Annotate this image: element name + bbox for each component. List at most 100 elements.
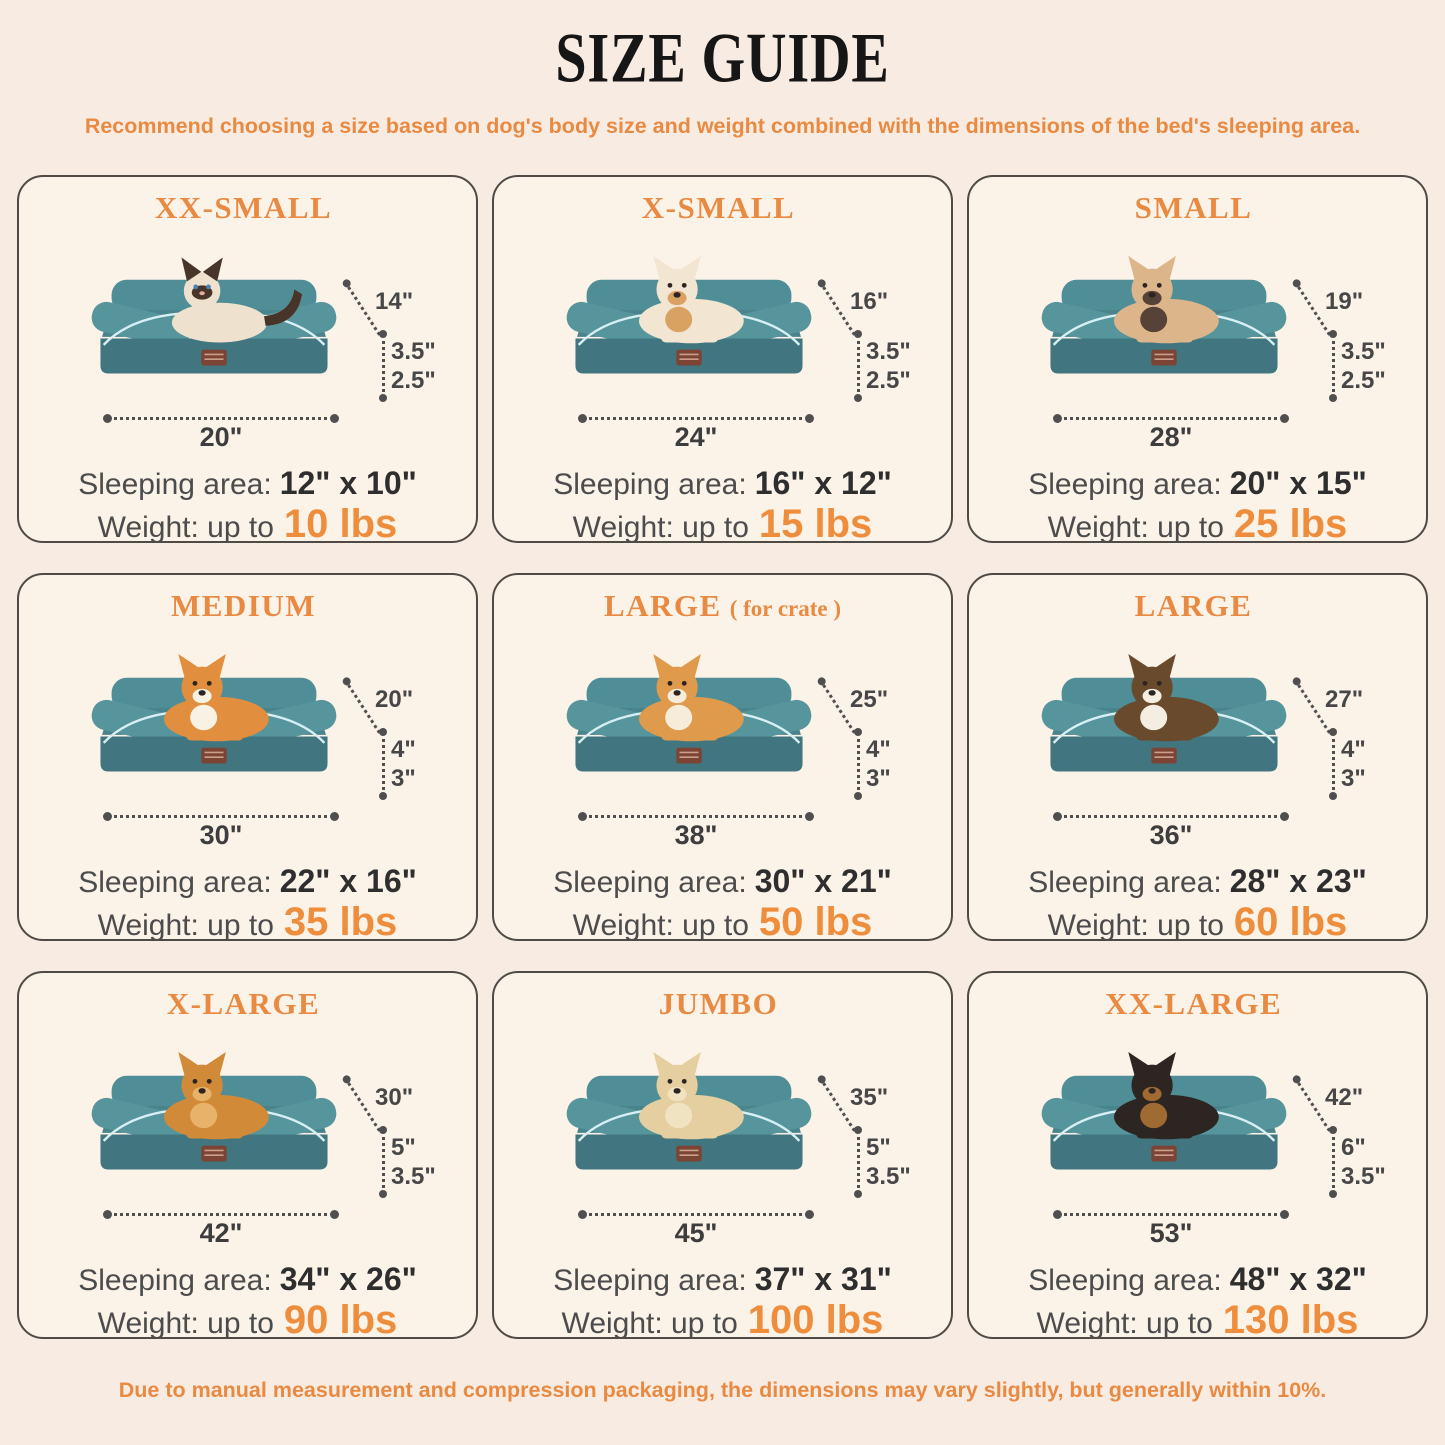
width-dim-line [1053,1210,1289,1219]
sleeping-area-value: 12" x 10" [279,465,417,501]
bolster-height-label: 6" [1341,1134,1366,1161]
thickness-dim-line [1329,330,1337,402]
width-dim-line [578,812,814,821]
bed-height-label: 19" [1325,288,1364,315]
sleeping-area-label: Sleeping area: [78,1264,272,1297]
weight-label: Weight: up to [561,1307,738,1339]
bed-width-label: 20" [199,422,243,452]
bolster-height-label: 3.5" [391,338,436,365]
weight-row: Weight: up to 60 lbs [969,900,1426,941]
bed-height-label: 35" [850,1084,889,1111]
bed-width-label: 30" [199,820,243,850]
base-height-label: 3" [1341,765,1366,792]
sleeping-area-value: 22" x 16" [279,863,417,899]
size-card-title: XX-SMALL [19,189,476,230]
thickness-dim-line [379,330,387,402]
sleeping-area-label: Sleeping area: [1028,866,1222,899]
size-label: JUMBO [658,986,779,1021]
dog-bed-image [1033,240,1295,391]
size-card-large-crate: LARGE ( for crate ) 25" 4" 3" 38" Sleepin… [492,573,953,941]
thickness-dim-line [854,728,862,800]
width-dim-line [103,414,339,423]
bed-width-label: 24" [674,422,718,452]
width-dim-line [1053,812,1289,821]
page-subtitle: Recommend choosing a size based on dog's… [84,114,1361,138]
bed-illustration: 27" 4" 3" 36" [969,628,1426,864]
weight-value: 100 lbs [747,1298,884,1339]
base-height-label: 3.5" [866,1163,911,1190]
size-card-small: SMALL 19" 3.5" 2.5" 28" Sleeping area: 20… [967,175,1428,543]
bed-width-label: 42" [199,1218,243,1248]
weight-row: Weight: up to 50 lbs [494,900,951,941]
sleeping-area-row: Sleeping area: 34" x 26" [19,1262,476,1298]
base-height-label: 2.5" [1341,367,1386,394]
size-card-x-large: X-LARGE 30" 5" 3.5" 42" Sleeping area: 34… [17,971,478,1339]
dog-bed-image [1033,1036,1295,1187]
thickness-dim-line [379,1126,387,1198]
sleeping-area-value: 48" x 32" [1229,1261,1367,1297]
bed-illustration: 25" 4" 3" 38" [494,628,951,864]
size-label: X-SMALL [641,190,796,225]
size-card-title: X-SMALL [494,189,951,230]
bolster-height-label: 5" [391,1134,416,1161]
weight-row: Weight: up to 10 lbs [19,502,476,543]
size-card-title: LARGE ( for crate ) [494,587,951,628]
sleeping-area-label: Sleeping area: [78,468,272,501]
bolster-height-label: 4" [1341,736,1366,763]
weight-row: Weight: up to 90 lbs [19,1298,476,1339]
sleeping-area-label: Sleeping area: [553,866,747,899]
base-height-label: 2.5" [866,367,911,394]
weight-row: Weight: up to 25 lbs [969,502,1426,543]
dog-bed-image [83,240,345,391]
size-card-title: LARGE [969,587,1426,628]
thickness-dim-line [1329,728,1337,800]
size-label: LARGE [1134,588,1253,623]
weight-value: 50 lbs [758,900,873,941]
bolster-height-label: 4" [391,736,416,763]
bed-illustration: 35" 5" 3.5" 45" [494,1026,951,1262]
base-height-label: 3" [866,765,891,792]
sleeping-area-row: Sleeping area: 37" x 31" [494,1262,951,1298]
width-dim-line [578,414,814,423]
weight-label: Weight: up to [572,909,749,941]
size-label: SMALL [1134,190,1253,225]
bed-illustration: 42" 6" 3.5" 53" [969,1026,1426,1262]
dog-bed-image [83,638,345,789]
sleeping-area-label: Sleeping area: [1028,1264,1222,1297]
size-note: ( for crate ) [729,596,842,621]
width-dim-line [578,1210,814,1219]
bolster-height-label: 4" [866,736,891,763]
bed-width-label: 45" [674,1218,718,1248]
weight-value: 130 lbs [1222,1298,1359,1339]
sleeping-area-row: Sleeping area: 16" x 12" [494,466,951,502]
weight-row: Weight: up to 35 lbs [19,900,476,939]
weight-value: 10 lbs [283,502,398,543]
weight-value: 90 lbs [283,1298,398,1339]
sleeping-area-value: 16" x 12" [754,465,892,501]
weight-row: Weight: up to 130 lbs [969,1298,1426,1339]
weight-value: 25 lbs [1233,502,1348,543]
bed-height-label: 14" [375,288,414,315]
base-height-label: 3" [391,765,416,792]
page-title: SIZE GUIDE [555,18,890,98]
size-card-xx-large: XX-LARGE 42" 6" 3.5" 53" Sleeping area: 4… [967,971,1428,1339]
bolster-height-label: 5" [866,1134,891,1161]
sleeping-area-row: Sleeping area: 30" x 21" [494,864,951,900]
bed-height-label: 25" [850,686,889,713]
sleeping-area-row: Sleeping area: 20" x 15" [969,466,1426,502]
size-card-large: LARGE 27" 4" 3" 36" Sleeping area: 28" x … [967,573,1428,941]
size-card-jumbo: JUMBO 35" 5" 3.5" 45" Sleeping area: 37" … [492,971,953,1339]
sleeping-area-label: Sleeping area: [553,468,747,501]
weight-label: Weight: up to [572,511,749,543]
sleeping-area-row: Sleeping area: 12" x 10" [19,466,476,502]
bed-height-label: 27" [1325,686,1364,713]
size-card-title: JUMBO [494,985,951,1026]
size-grid: XX-SMALL 14" 3.5" 2.5" 20" Sleeping area… [17,175,1428,1339]
bed-height-label: 16" [850,288,889,315]
sleeping-area-value: 30" x 21" [754,863,892,899]
weight-value: 60 lbs [1233,900,1348,941]
sleeping-area-value: 20" x 15" [1229,465,1367,501]
thickness-dim-line [379,728,387,800]
size-label: XX-SMALL [154,190,333,225]
size-label: LARGE [603,588,722,623]
